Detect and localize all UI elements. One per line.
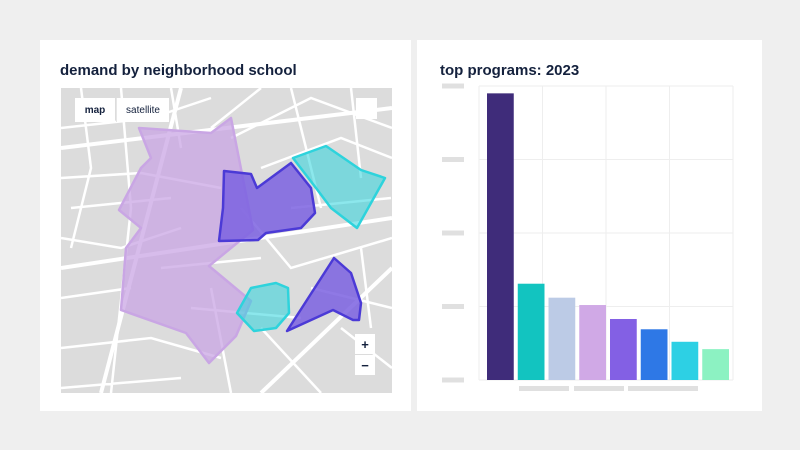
- x-tick-label-placeholder: [628, 386, 698, 391]
- y-tick-label-placeholder: [442, 230, 464, 236]
- y-tick-label-placeholder: [442, 304, 464, 309]
- region-southeast[interactable]: [285, 256, 363, 333]
- bar: [671, 341, 699, 380]
- map-view[interactable]: map satellite + −: [61, 88, 392, 393]
- bar: [517, 283, 545, 380]
- map-type-satellite-button[interactable]: satellite: [116, 98, 169, 122]
- chart-card: top programs: 2023: [417, 40, 762, 411]
- bar: [610, 318, 637, 380]
- map-type-map-button[interactable]: map: [75, 98, 115, 122]
- y-tick-label-placeholder: [442, 83, 464, 89]
- bar: [579, 305, 606, 380]
- region-south-center[interactable]: [235, 281, 291, 333]
- region-center[interactable]: [217, 161, 317, 243]
- map-title: demand by neighborhood school: [60, 62, 297, 79]
- bar-chart: [442, 83, 734, 391]
- fullscreen-button[interactable]: [356, 98, 377, 119]
- zoom-in-button[interactable]: +: [355, 334, 375, 354]
- region-northeast[interactable]: [291, 144, 387, 230]
- y-tick-label-placeholder: [442, 157, 464, 162]
- chart-title: top programs: 2023: [440, 62, 580, 79]
- bar: [487, 93, 514, 380]
- x-tick-label-placeholder: [574, 386, 624, 391]
- zoom-out-button[interactable]: −: [355, 355, 375, 375]
- x-tick-label-placeholder: [519, 386, 569, 391]
- bar: [702, 349, 729, 380]
- y-tick-label-placeholder: [442, 377, 464, 383]
- bar: [548, 297, 576, 380]
- bar: [640, 329, 668, 380]
- map-canvas[interactable]: [61, 88, 392, 393]
